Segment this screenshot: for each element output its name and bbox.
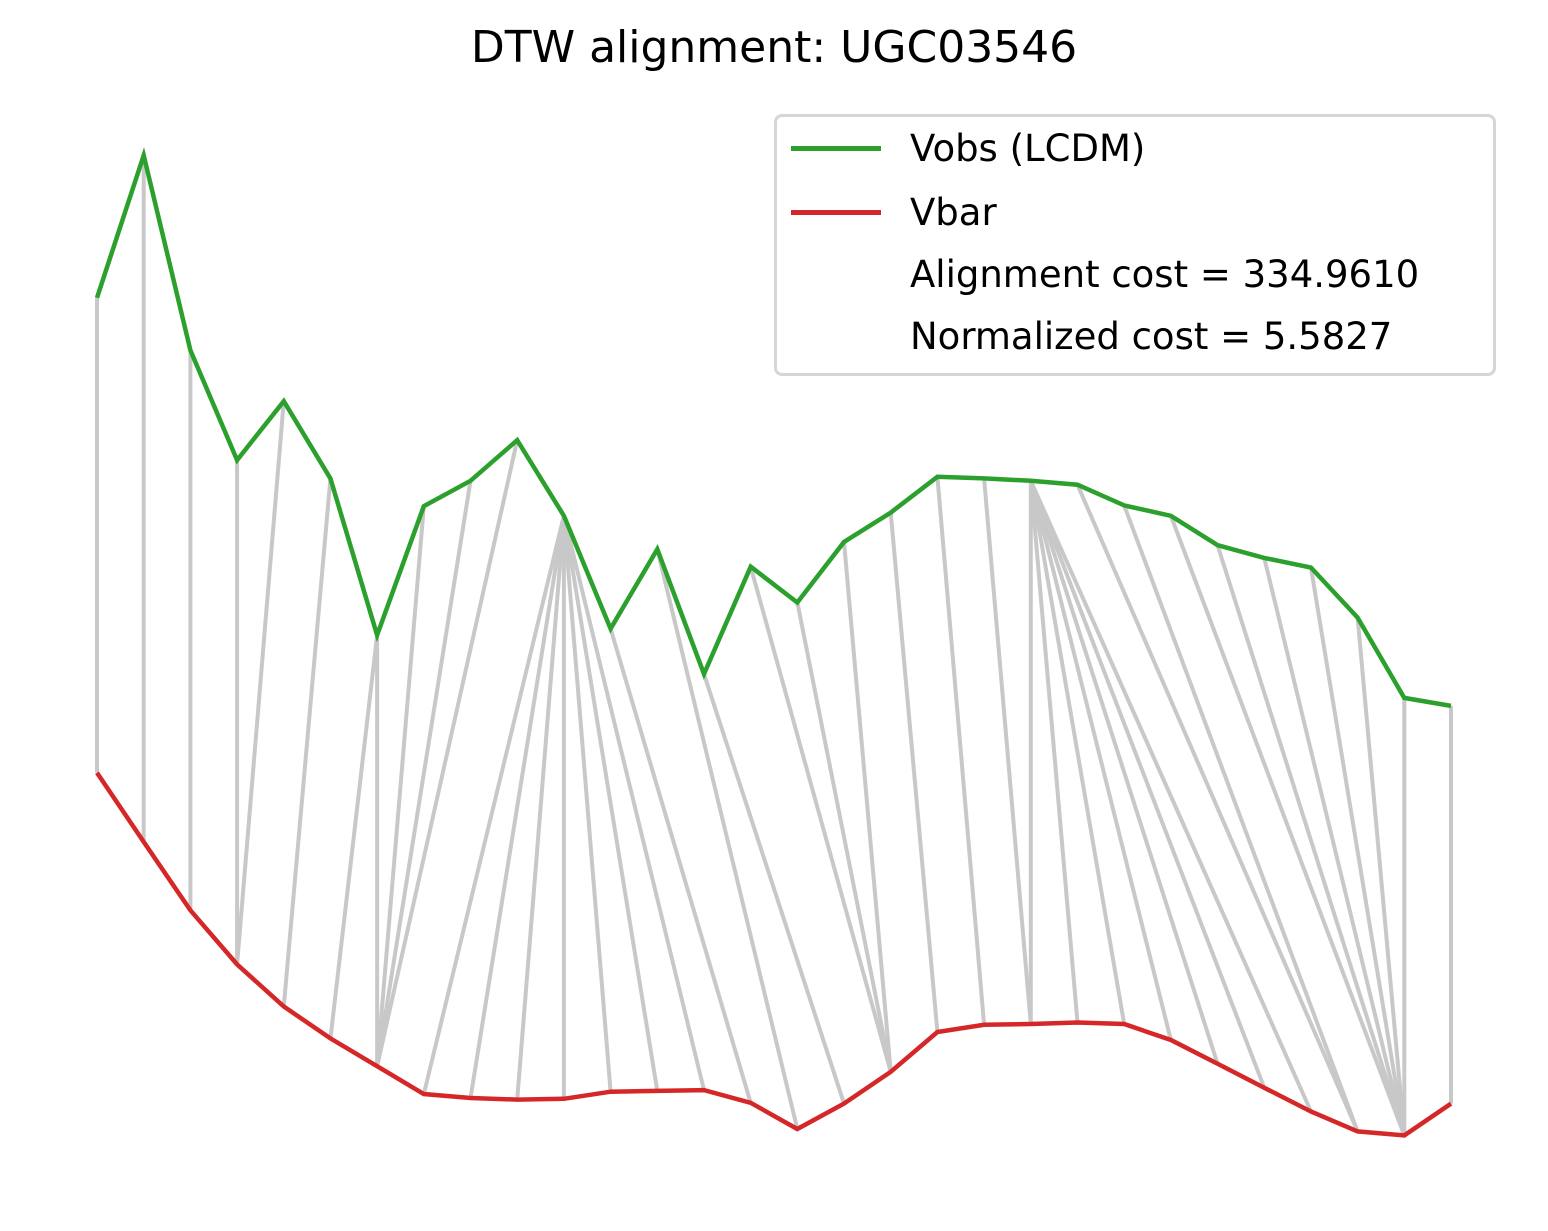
alignment-connector (515, 515, 566, 1100)
alignment-connectors (95, 155, 1453, 1137)
alignment-connector (468, 515, 566, 1099)
alignment-connector (1215, 544, 1407, 1137)
legend-entry-vobs: Vobs (LCDM) (777, 121, 1493, 177)
alignment-connector (655, 548, 800, 1130)
alignment-connector (421, 515, 566, 1095)
alignment-connector (1028, 480, 1127, 1025)
legend: Vobs (LCDM) Vbar Alignment cost = 334.96… (774, 114, 1496, 376)
series-lines (94, 147, 1453, 1138)
alignment-connector (935, 476, 987, 1026)
alignment-connector (561, 515, 706, 1091)
legend-label-normalized-cost: Normalized cost = 5.5827 (910, 315, 1393, 358)
vbar-series-line (95, 771, 1453, 1138)
alignment-connector (281, 478, 333, 1007)
alignment-connector (1075, 483, 1360, 1133)
vobs-series-line (94, 147, 1452, 709)
alignment-connector (1028, 480, 1220, 1065)
legend-label-alignment-cost: Alignment cost = 334.9610 (910, 253, 1420, 296)
alignment-connector (608, 628, 753, 1104)
alignment-connector (748, 566, 893, 1073)
alignment-connector (982, 478, 1033, 1025)
alignment-connector (561, 515, 613, 1092)
legend-entry-normalized-cost: Normalized cost = 5.5827 (777, 309, 1493, 365)
alignment-connector (1355, 617, 1407, 1136)
legend-entry-alignment-cost: Alignment cost = 334.9610 (777, 247, 1493, 303)
alignment-connector (842, 541, 893, 1072)
alignment-connector (375, 480, 473, 1067)
alignment-connector (1262, 557, 1407, 1136)
alignment-connector (375, 506, 426, 1067)
legend-label-vbar: Vbar (910, 191, 997, 234)
chart-title: DTW alignment: UGC03546 (470, 22, 1078, 73)
legend-swatch-vbar (791, 210, 881, 215)
alignment-connector (375, 439, 520, 1067)
alignment-connector (1028, 479, 1313, 1113)
legend-entry-vbar: Vbar (777, 185, 1493, 241)
alignment-connector (1122, 504, 1360, 1133)
alignment-connector (1028, 480, 1267, 1089)
alignment-connector (702, 673, 846, 1105)
alignment-connector (328, 634, 380, 1039)
alignment-connector (235, 401, 286, 965)
alignment-connector (1308, 567, 1407, 1136)
alignment-connector (888, 512, 940, 1033)
alignment-connector (1028, 480, 1173, 1041)
alignment-connector (1028, 480, 1080, 1023)
alignment-connector (795, 602, 893, 1073)
alignment-connector (1168, 515, 1407, 1137)
legend-swatch-vobs (791, 146, 881, 151)
legend-label-vobs: Vobs (LCDM) (910, 127, 1146, 170)
alignment-connector (561, 515, 660, 1092)
